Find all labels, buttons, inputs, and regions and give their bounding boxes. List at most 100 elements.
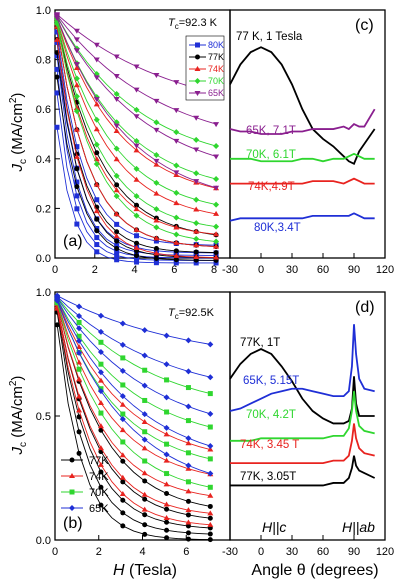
point-a-70K (133, 212, 140, 219)
point-b-77K (120, 510, 126, 516)
curve-b-70K (56, 297, 211, 395)
point-a-70K (153, 179, 160, 186)
y-tick-label-a: 0.0 (36, 253, 51, 265)
point-b-77K (185, 530, 191, 536)
point-a-74K (173, 252, 180, 258)
angle-curve-d-1 (229, 324, 375, 412)
point-b-74K (76, 359, 83, 365)
point-a-74K (133, 244, 140, 250)
point-b-77K (207, 515, 213, 521)
point-b-74K (141, 506, 148, 512)
series-label-c-3: 74K,4.9T (248, 181, 295, 193)
point-b-74K (119, 427, 126, 433)
point-a-80K (54, 124, 60, 130)
point-a-70K (213, 238, 220, 245)
point-a-65K (53, 15, 60, 21)
curve-b-70K (56, 302, 211, 488)
point-a-74K (153, 217, 160, 223)
point-a-65K (153, 98, 160, 104)
point-a-74K (153, 235, 160, 241)
curve-b-70K (56, 298, 211, 428)
curve-b-77K (56, 306, 211, 519)
point-b-65K (119, 341, 126, 348)
point-a-74K (153, 161, 160, 167)
point-b-74K (163, 514, 170, 520)
point-b-74K (141, 470, 148, 476)
curve-b-65K (56, 300, 211, 474)
point-b-65K (163, 361, 170, 368)
legend-label-b-65K: 65K (89, 503, 109, 515)
angle-curve-c-1 (229, 108, 376, 135)
point-a-74K (73, 126, 80, 132)
y-tick-label-b: 1.0 (36, 287, 51, 299)
point-b-65K (185, 435, 192, 442)
point-a-65K (133, 143, 140, 149)
point-b-65K (97, 328, 104, 335)
panel-frame-c (229, 9, 386, 259)
point-b-77K (207, 531, 213, 537)
point-a-65K (93, 42, 100, 48)
point-a-77K (114, 238, 120, 244)
point-a-80K (94, 197, 100, 203)
y-tick-label-a: 0.8 (36, 55, 51, 67)
curve-b-74K (56, 306, 211, 514)
point-b-74K (76, 344, 83, 350)
curve-b-77K (56, 324, 211, 541)
point-a-74K (93, 181, 100, 187)
h-parallel-ab-label: H||ab (342, 519, 375, 535)
point-a-65K (173, 170, 180, 176)
point-b-70K (120, 439, 126, 445)
point-b-77K (76, 429, 82, 435)
curve-b-65K (56, 295, 211, 345)
point-a-74K (173, 239, 180, 245)
point-a-70K (213, 143, 220, 150)
point-b-74K (163, 457, 170, 463)
point-a-70K (73, 108, 80, 115)
point-b-65K (54, 297, 61, 304)
point-b-77K (142, 512, 148, 518)
point-a-80K (134, 233, 140, 239)
point-b-74K (97, 461, 104, 467)
point-b-74K (141, 445, 148, 451)
point-b-65K (163, 451, 170, 458)
point-a-70K (213, 201, 220, 208)
point-b-74K (97, 445, 104, 451)
legend-label-70K: 70K (208, 76, 224, 86)
point-b-74K (97, 423, 104, 429)
point-a-80K (74, 206, 80, 212)
point-a-70K (133, 106, 140, 113)
legend-box-a (185, 35, 225, 101)
point-a-80K (213, 260, 219, 266)
point-a-77K (114, 229, 120, 235)
point-a-70K (133, 165, 140, 172)
point-b-74K (76, 376, 83, 382)
point-b-74K (97, 400, 104, 406)
point-b-74K (163, 501, 170, 507)
point-a-74K (73, 153, 80, 159)
series-label-c-2: 70K, 6.1T (246, 149, 296, 161)
point-b-65K (119, 393, 126, 400)
curve-b-65K (56, 299, 211, 447)
point-a-80K (94, 249, 100, 255)
y-axis-title-bottom: Jc (MA/cm2) (8, 376, 29, 456)
point-a-65K (153, 127, 160, 133)
point-b-74K (185, 519, 192, 525)
series-label-c-0: 77 K, 1 Tesla (236, 31, 303, 43)
point-b-77K (185, 512, 191, 518)
x-tick-label-d: 0 (258, 546, 264, 558)
point-b-77K (185, 523, 191, 529)
point-a-74K (193, 253, 200, 259)
x-tick-label-d: 120 (376, 546, 394, 558)
point-b-65K (141, 436, 148, 443)
point-a-77K (173, 248, 179, 254)
point-a-65K (173, 108, 180, 114)
point-a-80K (94, 235, 100, 241)
point-b-70K (207, 391, 213, 397)
point-a-65K (133, 64, 140, 70)
point-b-74K (141, 491, 148, 497)
point-a-74K (173, 200, 180, 206)
x-tick-label-d: 90 (348, 546, 360, 558)
point-b-65K (119, 367, 126, 374)
point-a-74K (113, 127, 120, 133)
point-b-77K (54, 322, 60, 328)
